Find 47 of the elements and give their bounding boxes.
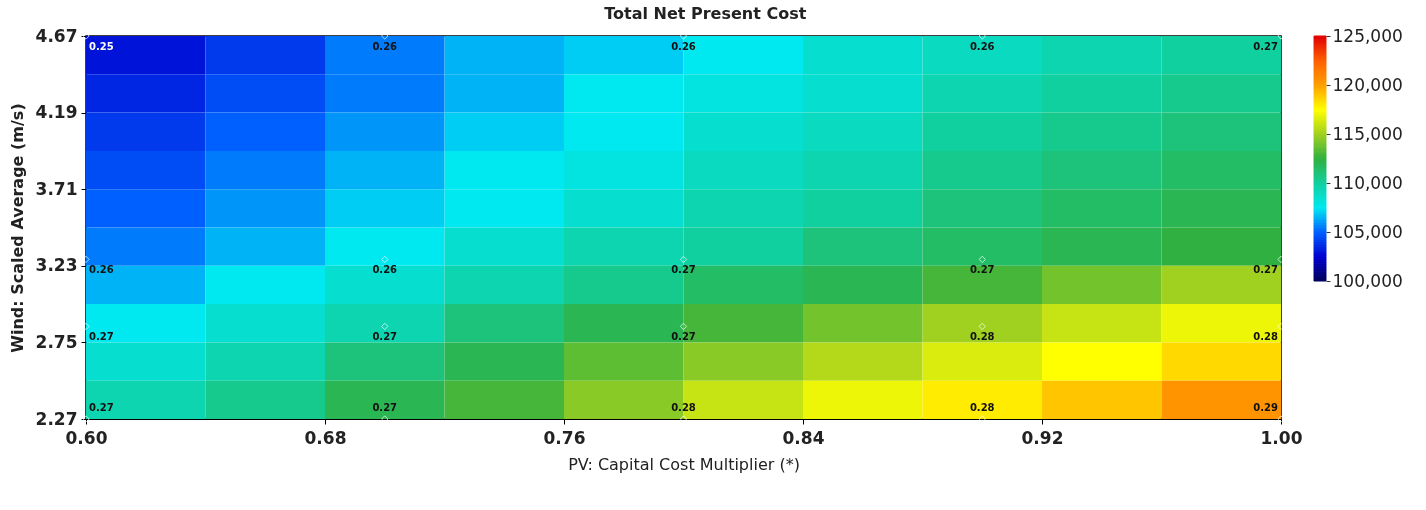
y-tick-label: 2.27 <box>35 408 78 429</box>
point <box>381 322 389 331</box>
annotation: 0.27 <box>969 264 995 276</box>
annotation: 0.28 <box>969 331 995 343</box>
annotation: 0.29 <box>1253 402 1279 413</box>
point <box>679 255 688 264</box>
annotation: 0.28 <box>1253 331 1279 343</box>
x-tick-label: 0.92 <box>1021 427 1064 448</box>
annotation: 0.27 <box>89 331 114 343</box>
annotation: 0.28 <box>671 402 696 413</box>
annotation: 0.26 <box>372 41 398 52</box>
annotation: 0.26 <box>969 41 995 52</box>
point <box>381 255 389 264</box>
annotation: 0.27 <box>372 331 398 343</box>
x-tick-label: 1.00 <box>1260 427 1303 448</box>
y-axis-title: Wind: Scaled Average (m/s) <box>7 103 27 353</box>
chart-title: Total Net Present Cost <box>604 4 807 24</box>
y-tick-label: 4.67 <box>35 25 78 46</box>
point <box>679 322 688 331</box>
annotation: 0.27 <box>1253 264 1279 276</box>
annotation: 0.26 <box>671 41 696 52</box>
point <box>978 322 986 331</box>
annotation: 0.27 <box>671 331 696 343</box>
annotation: 0.27 <box>671 264 696 276</box>
y-tick-label: 3.23 <box>35 255 78 276</box>
y-tick-label: 4.19 <box>35 102 78 123</box>
annotation: 0.27 <box>1253 41 1279 52</box>
color-bar-label: 110,000 <box>1332 172 1403 193</box>
annotation: 0.26 <box>372 264 398 276</box>
annotation: 0.26 <box>89 264 114 276</box>
annotation: 0.28 <box>969 402 995 413</box>
y-tick-label: 2.75 <box>35 331 78 352</box>
color-bar-label: 100,000 <box>1332 270 1403 291</box>
x-axis-title: PV: Capital Cost Multiplier (*) <box>568 454 800 474</box>
point <box>978 255 986 264</box>
x-tick-label: 0.60 <box>65 427 108 448</box>
x-tick-label: 0.68 <box>304 427 347 448</box>
annotation: 0.27 <box>89 402 114 413</box>
x-tick-label: 0.84 <box>782 427 825 448</box>
x-tick-label: 0.76 <box>543 427 586 448</box>
color-bar-label: 125,000 <box>1332 25 1403 46</box>
color-bar-label: 105,000 <box>1332 221 1403 242</box>
color-bar-label: 120,000 <box>1332 74 1403 95</box>
color-bar-label: 115,000 <box>1332 123 1403 144</box>
annotation: 0.25 <box>89 41 114 52</box>
annotation: 0.27 <box>372 402 398 413</box>
y-tick-label: 3.71 <box>35 178 78 199</box>
